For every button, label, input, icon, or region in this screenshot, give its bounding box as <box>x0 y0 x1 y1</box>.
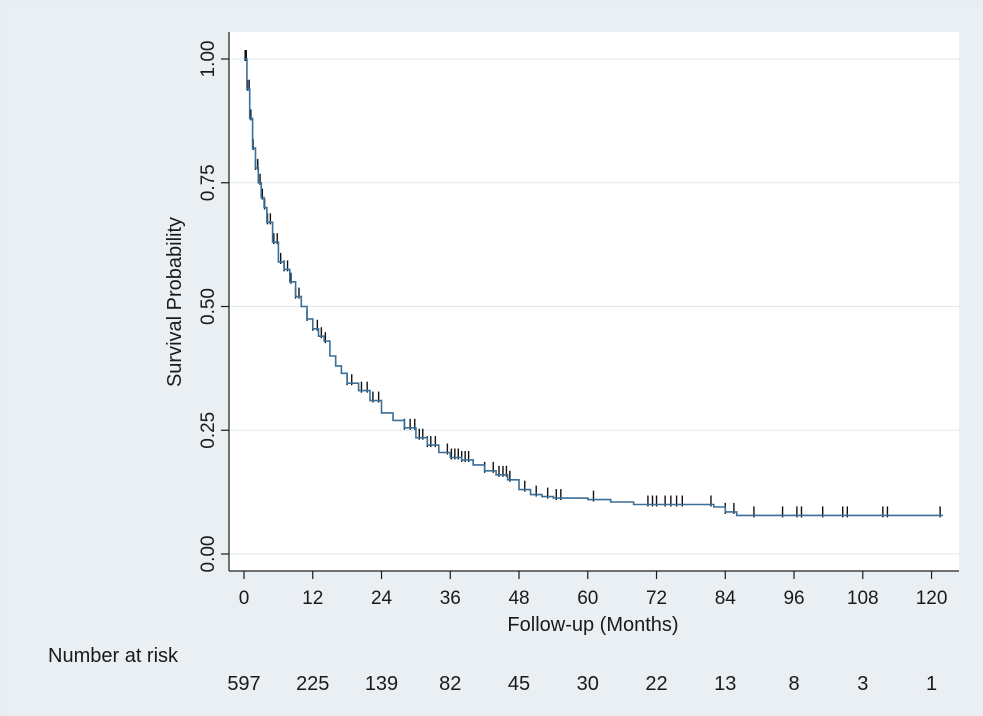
x-axis-ticks: 0 12 24 36 48 60 72 84 96 108 120 <box>239 571 948 609</box>
x-tick-label-4: 48 <box>508 588 529 609</box>
risk-count-3: 82 <box>439 673 461 695</box>
survival-curve <box>244 58 943 517</box>
risk-count-1: 225 <box>296 673 329 695</box>
x-tick-label-8: 96 <box>783 588 804 609</box>
risk-table-label: Number at risk <box>48 645 179 667</box>
x-tick-label-3: 36 <box>440 588 461 609</box>
y-tick-label-1: 0.25 <box>198 412 219 449</box>
y-tick-label-3: 0.75 <box>198 164 219 201</box>
x-tick-label-10: 120 <box>916 588 948 609</box>
risk-count-0: 597 <box>227 673 260 695</box>
risk-count-5: 30 <box>577 673 599 695</box>
risk-count-8: 8 <box>788 673 799 695</box>
x-tick-label-7: 84 <box>715 588 737 609</box>
y-tick-label-2: 0.50 <box>198 288 219 325</box>
grid-lines <box>229 58 959 555</box>
axes <box>228 32 959 572</box>
x-tick-label-0: 0 <box>239 588 250 609</box>
y-tick-label-0: 0.00 <box>198 536 219 573</box>
risk-count-6: 22 <box>645 673 667 695</box>
y-axis-title: Survival Probability <box>164 217 186 387</box>
y-tick-label-4: 1.00 <box>198 41 219 78</box>
risk-count-10: 1 <box>926 673 937 695</box>
y-axis-ticks: 0.00 0.25 0.50 0.75 1.00 <box>198 41 229 573</box>
risk-count-4: 45 <box>508 673 530 695</box>
risk-table-counts: 597 225 139 82 45 30 22 13 8 3 1 <box>227 673 937 695</box>
risk-count-2: 139 <box>365 673 398 695</box>
x-tick-label-5: 60 <box>577 588 598 609</box>
x-tick-label-9: 108 <box>847 588 879 609</box>
x-tick-label-6: 72 <box>646 588 667 609</box>
x-tick-label-1: 12 <box>302 588 323 609</box>
x-axis-title: Follow-up (Months) <box>507 614 678 636</box>
risk-count-9: 3 <box>857 673 868 695</box>
x-tick-label-2: 24 <box>371 588 393 609</box>
plot-background <box>229 32 959 572</box>
risk-count-7: 13 <box>714 673 736 695</box>
